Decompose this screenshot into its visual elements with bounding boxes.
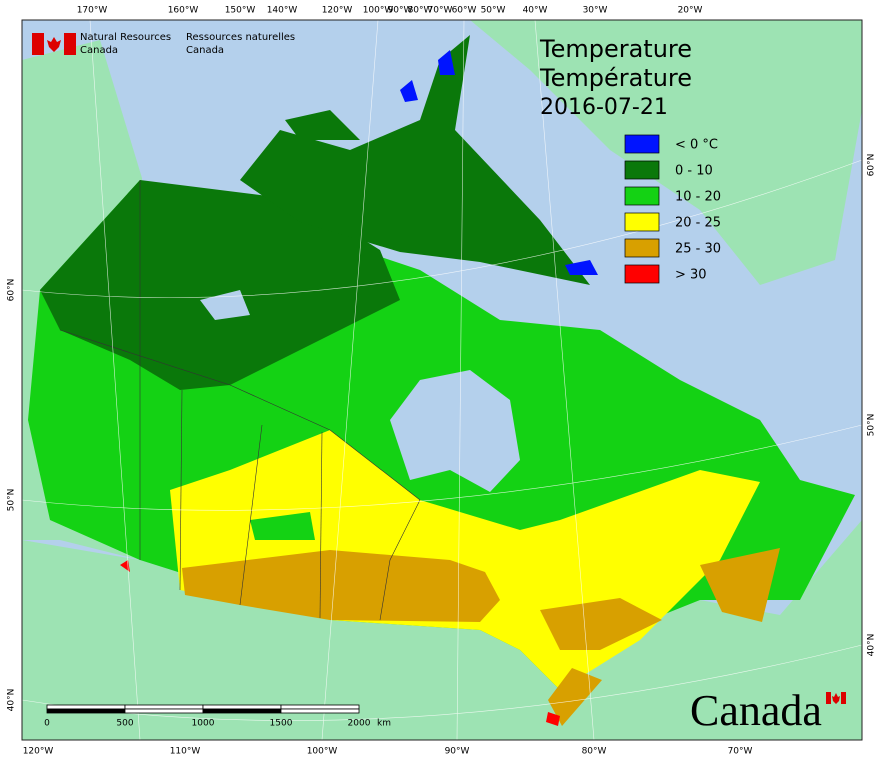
top-label: 20°W (678, 6, 703, 16)
legend-label: 0 - 10 (675, 164, 713, 179)
legend-swatch (624, 160, 660, 180)
hudson-bay (390, 370, 520, 492)
top-label: 90°W (388, 6, 413, 16)
border (319, 431, 323, 619)
left-label: 40°N (7, 689, 17, 712)
region-25-30 (540, 598, 662, 650)
legend-label: < 0 °C (675, 138, 718, 153)
scale-label: 2000 (348, 719, 371, 729)
right-label: 60°N (867, 154, 877, 177)
top-label: 100°W (363, 6, 394, 16)
region-over-30 (546, 712, 560, 726)
graticule-labels: 170°W 160°W 150°W 140°W 120°W 100°W90°W80°W70… (7, 6, 877, 757)
top-label: 40°W (523, 6, 548, 16)
top-label: 160°W (168, 6, 199, 16)
flag (32, 33, 76, 55)
top-label: 80°W (408, 6, 433, 16)
scale-segment (46, 704, 126, 710)
dept-fr-1: Ressources naturelles (186, 32, 295, 43)
legend-swatch (624, 186, 660, 206)
top-label: 30°W (583, 6, 608, 16)
wordmark: Canada (690, 686, 822, 735)
top-label: 60°W (452, 6, 477, 16)
scale-segment (202, 708, 282, 714)
bottom-label: 100°W (307, 747, 338, 757)
left-label: 60°N (7, 279, 17, 302)
legend-swatch (624, 238, 660, 258)
graticule (21, 19, 863, 741)
scale-label: 500 (116, 719, 133, 729)
usa (22, 520, 862, 740)
legend: < 0 °C 0 - 10 10 - 20 20 - 25 25 - 30 > 30 (624, 134, 721, 284)
date: 2016-07-21 (540, 95, 668, 120)
region-10-20 (250, 512, 315, 540)
border (179, 389, 183, 591)
greenland (470, 20, 862, 285)
top-label: 120°W (322, 6, 353, 16)
scale-label: 0 (44, 719, 50, 729)
bottom-label: 80°W (582, 747, 607, 757)
region-below-0 (438, 50, 455, 75)
map-frame (21, 19, 863, 741)
legend-label: 25 - 30 (675, 242, 721, 257)
lake (200, 290, 250, 320)
legend-label: 10 - 20 (675, 190, 721, 205)
region-below-0 (565, 260, 598, 275)
arctic-islands (240, 35, 590, 285)
region-0-10 (40, 180, 400, 390)
scale-segment (280, 708, 360, 714)
scale-label: 1500 (270, 719, 293, 729)
legend-label: 20 - 25 (675, 216, 721, 231)
title-fr: Température (539, 64, 692, 92)
right-label: 40°N (867, 634, 877, 657)
legend-label: > 30 (675, 268, 707, 283)
top-label: 70°W (428, 6, 453, 16)
bottom-label: 70°W (728, 747, 753, 757)
region-25-30 (548, 668, 602, 726)
scale-bar: 0 500 1000 1500 2000 km (44, 704, 391, 729)
title-en: Temperature (539, 35, 692, 63)
border (59, 329, 421, 501)
border (239, 424, 263, 606)
scale-segment (124, 708, 204, 714)
legend-swatch (624, 264, 660, 284)
top-label: 50°W (481, 6, 506, 16)
border (379, 499, 421, 621)
scale-segment (202, 704, 282, 710)
scale-label: 1000 (192, 719, 215, 729)
dept-en-2: Canada (80, 45, 118, 56)
region-25-30 (700, 548, 780, 622)
dept-fr-2: Canada (186, 45, 224, 56)
scale-segment (124, 704, 204, 710)
bottom-label: 110°W (170, 747, 201, 757)
scale-segment (46, 708, 126, 714)
left-label: 50°N (7, 489, 17, 512)
dept-en-1: Natural Resources (80, 32, 171, 43)
arctic-island (285, 110, 360, 140)
bottom-label: 90°W (445, 747, 470, 757)
top-label: 140°W (267, 6, 298, 16)
top-label: 170°W (77, 6, 108, 16)
legend-swatch (624, 134, 660, 154)
region-25-30 (182, 550, 500, 622)
scale-segment (280, 704, 360, 710)
top-label: 150°W (225, 6, 256, 16)
bottom-label: 120°W (23, 747, 54, 757)
scale-unit: km (377, 719, 391, 729)
region-below-0 (400, 80, 418, 102)
legend-swatch (624, 212, 660, 232)
wordmark-flag (826, 692, 846, 704)
right-label: 50°N (867, 414, 877, 437)
